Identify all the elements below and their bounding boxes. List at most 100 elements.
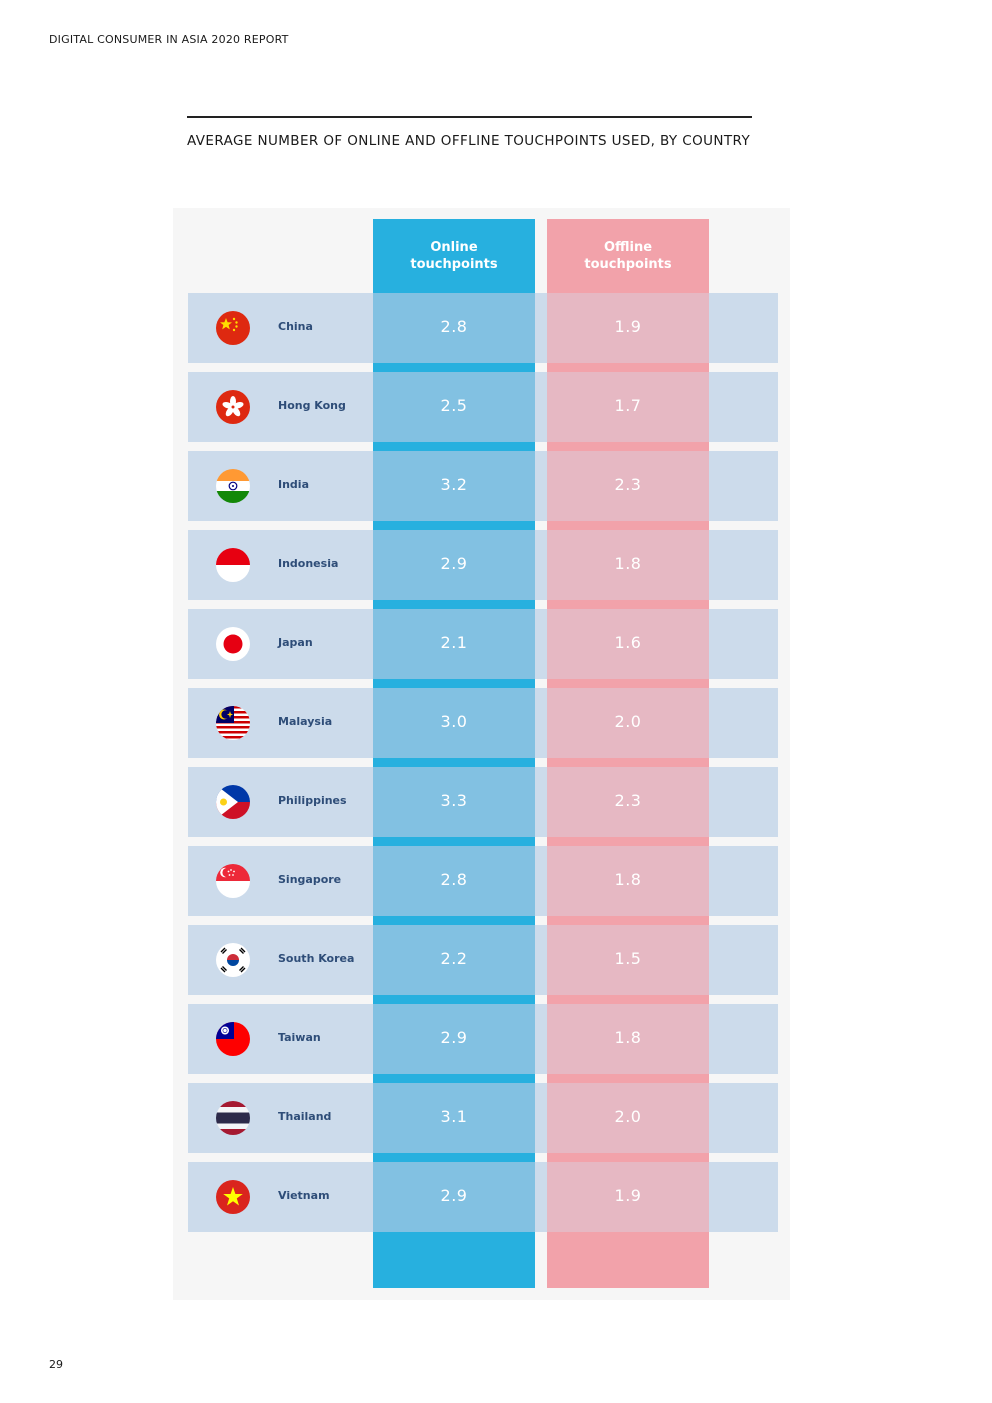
- online-cell: [373, 846, 535, 916]
- country-label: Singapore: [278, 873, 342, 886]
- column-gap: [535, 293, 547, 363]
- offline-value: 2.0: [614, 1107, 642, 1126]
- offline-cell: [547, 372, 709, 442]
- title-rule: [187, 116, 752, 118]
- column-gap: [535, 767, 547, 837]
- offline-value: 1.6: [614, 633, 642, 652]
- taiwan-flag-icon: [216, 1022, 250, 1056]
- table-row: China 2.8 1.9: [188, 293, 778, 363]
- online-value: 3.0: [440, 712, 468, 731]
- online-value: 3.3: [440, 791, 468, 810]
- row-end-cell: [709, 767, 778, 837]
- row-end-cell: [709, 372, 778, 442]
- online-value: 2.1: [440, 633, 468, 652]
- column-gap: [535, 1083, 547, 1153]
- country-label: Indonesia: [278, 557, 339, 570]
- offline-value: 1.5: [614, 949, 642, 968]
- row-end-cell: [709, 609, 778, 679]
- offline-value: 2.3: [614, 475, 642, 494]
- table-row: Indonesia 2.9 1.8: [188, 530, 778, 600]
- offline-header-line2: touchpoints: [584, 257, 672, 272]
- table-row: Philippines 3.3 2.3: [188, 767, 778, 837]
- online-cell: [373, 451, 535, 521]
- country-label: Thailand: [278, 1110, 332, 1123]
- country-label: Hong Kong: [278, 399, 346, 412]
- online-cell: [373, 1162, 535, 1232]
- offline-cell: [547, 293, 709, 363]
- table-row: India 3.2 2.3: [188, 451, 778, 521]
- online-column-header: Online touchpoints: [373, 239, 535, 273]
- row-end-cell: [709, 1004, 778, 1074]
- row-end-cell: [709, 451, 778, 521]
- table-row: Taiwan 2.9 1.8: [188, 1004, 778, 1074]
- report-header: DIGITAL CONSUMER IN ASIA 2020 REPORT: [49, 33, 289, 46]
- offline-value: 2.3: [614, 791, 642, 810]
- china-flag-icon: [216, 311, 250, 345]
- row-end-cell: [709, 846, 778, 916]
- online-header-line2: touchpoints: [410, 257, 498, 272]
- malaysia-flag-icon: [216, 706, 250, 740]
- country-label: Taiwan: [278, 1031, 321, 1044]
- online-cell: [373, 293, 535, 363]
- table-row: Japan 2.1 1.6: [188, 609, 778, 679]
- row-end-cell: [709, 925, 778, 995]
- row-end-cell: [709, 530, 778, 600]
- table-row: South Korea 2.2 1.5: [188, 925, 778, 995]
- online-value: 2.9: [440, 1186, 468, 1205]
- offline-cell: [547, 1004, 709, 1074]
- offline-cell: [547, 451, 709, 521]
- chart-title: AVERAGE NUMBER OF ONLINE AND OFFLINE TOU…: [187, 133, 751, 149]
- online-cell: [373, 372, 535, 442]
- singapore-flag-icon: [216, 864, 250, 898]
- offline-cell: [547, 846, 709, 916]
- offline-cell: [547, 925, 709, 995]
- online-value: 3.1: [440, 1107, 468, 1126]
- online-value: 2.2: [440, 949, 468, 968]
- offline-value: 2.0: [614, 712, 642, 731]
- vietnam-flag-icon: [216, 1180, 250, 1214]
- column-gap: [535, 1004, 547, 1074]
- column-gap: [535, 451, 547, 521]
- hong-kong-flag-icon: [216, 390, 250, 424]
- online-header-line1: Online: [430, 240, 478, 255]
- table-row: Vietnam 2.9 1.9: [188, 1162, 778, 1232]
- offline-cell: [547, 1083, 709, 1153]
- offline-value: 1.8: [614, 870, 642, 889]
- country-label: South Korea: [278, 952, 355, 965]
- column-gap: [535, 925, 547, 995]
- offline-value: 1.9: [614, 1186, 642, 1205]
- online-cell: [373, 609, 535, 679]
- online-cell: [373, 530, 535, 600]
- south-korea-flag-icon: [216, 943, 250, 977]
- online-value: 2.5: [440, 396, 468, 415]
- page-number: 29: [49, 1358, 63, 1371]
- online-cell: [373, 1004, 535, 1074]
- row-end-cell: [709, 1162, 778, 1232]
- offline-cell: [547, 1162, 709, 1232]
- offline-cell: [547, 609, 709, 679]
- offline-cell: [547, 767, 709, 837]
- india-flag-icon: [216, 469, 250, 503]
- country-label: Philippines: [278, 794, 347, 807]
- table-row: Thailand 3.1 2.0: [188, 1083, 778, 1153]
- offline-header-line1: Offline: [603, 240, 653, 255]
- offline-value: 1.7: [614, 396, 642, 415]
- thailand-flag-icon: [216, 1101, 250, 1135]
- offline-cell: [547, 530, 709, 600]
- offline-cell: [547, 688, 709, 758]
- online-cell: [373, 1083, 535, 1153]
- japan-flag-icon: [216, 627, 250, 661]
- online-value: 2.9: [440, 554, 468, 573]
- table-row: Malaysia 3.0 2.0: [188, 688, 778, 758]
- row-end-cell: [709, 688, 778, 758]
- country-label: China: [278, 320, 313, 333]
- online-cell: [373, 688, 535, 758]
- online-cell: [373, 925, 535, 995]
- offline-value: 1.8: [614, 554, 642, 573]
- table-row: Hong Kong 2.5 1.7: [188, 372, 778, 442]
- online-value: 2.9: [440, 1028, 468, 1047]
- online-value: 2.8: [440, 870, 468, 889]
- column-gap: [535, 609, 547, 679]
- online-value: 3.2: [440, 475, 468, 494]
- country-label: India: [278, 478, 309, 491]
